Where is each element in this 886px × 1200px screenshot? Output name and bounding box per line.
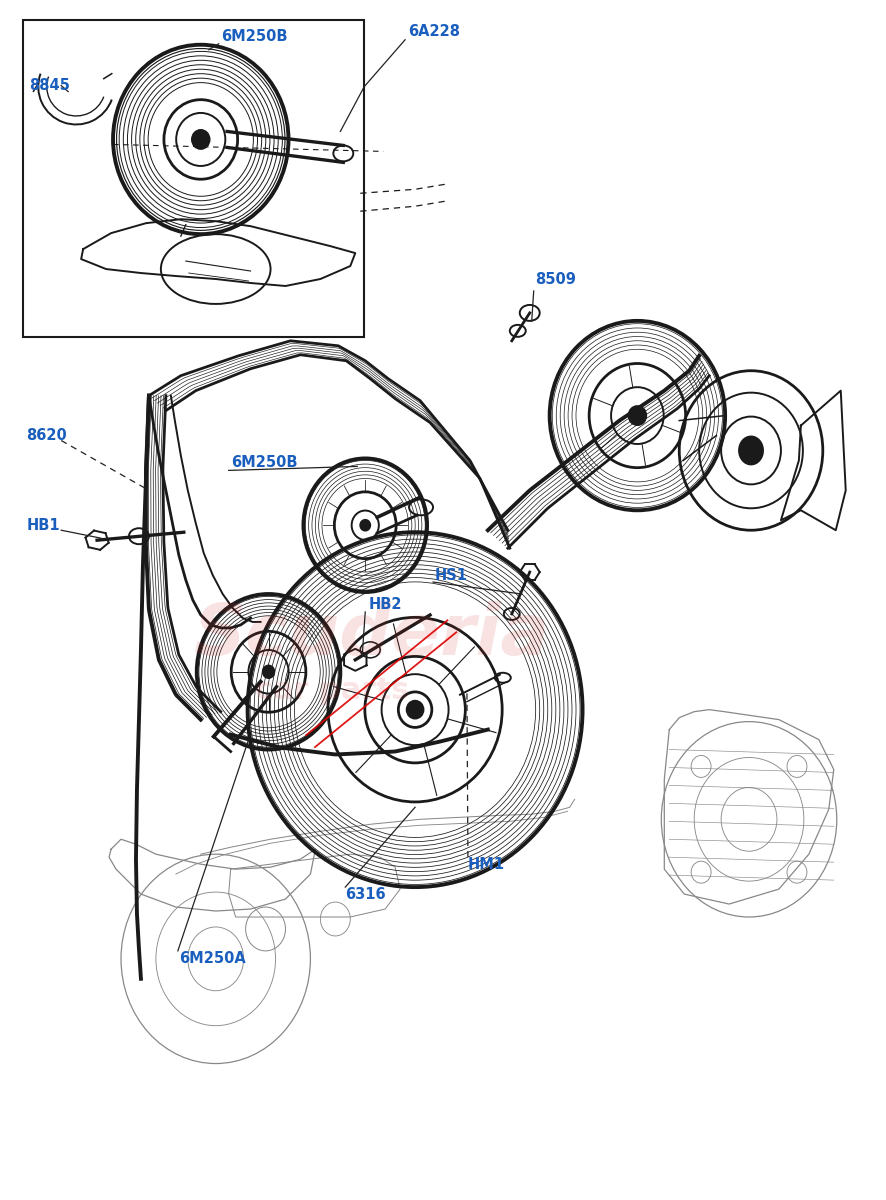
Text: 8509: 8509 bbox=[535, 271, 576, 287]
Text: 8845: 8845 bbox=[29, 78, 70, 94]
Ellipse shape bbox=[361, 520, 370, 530]
Text: 6M250A: 6M250A bbox=[179, 952, 245, 966]
Ellipse shape bbox=[739, 437, 763, 464]
Bar bbox=[23, 20, 364, 337]
Ellipse shape bbox=[407, 701, 424, 719]
Text: Scuderia: Scuderia bbox=[194, 601, 550, 671]
Text: 6A228: 6A228 bbox=[408, 24, 460, 40]
Ellipse shape bbox=[263, 666, 275, 678]
Text: 8620: 8620 bbox=[27, 428, 67, 443]
Text: car parts: car parts bbox=[255, 677, 409, 706]
Text: 6M250B: 6M250B bbox=[221, 29, 287, 44]
Ellipse shape bbox=[192, 130, 209, 149]
Text: HB1: HB1 bbox=[27, 517, 60, 533]
Ellipse shape bbox=[628, 406, 646, 425]
Text: 6M250B: 6M250B bbox=[230, 455, 297, 470]
Text: 6316: 6316 bbox=[346, 887, 386, 901]
Text: HB2: HB2 bbox=[369, 598, 401, 612]
Text: HS1: HS1 bbox=[435, 568, 468, 582]
Text: HM1: HM1 bbox=[468, 857, 505, 871]
